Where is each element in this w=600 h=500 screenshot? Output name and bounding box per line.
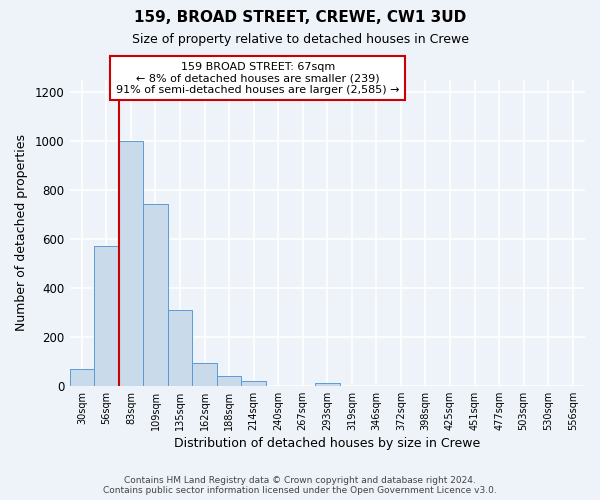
Bar xyxy=(192,362,217,386)
Text: 159, BROAD STREET, CREWE, CW1 3UD: 159, BROAD STREET, CREWE, CW1 3UD xyxy=(134,10,466,25)
Bar xyxy=(70,368,94,386)
Text: 159 BROAD STREET: 67sqm
← 8% of detached houses are smaller (239)
91% of semi-de: 159 BROAD STREET: 67sqm ← 8% of detached… xyxy=(116,62,400,95)
X-axis label: Distribution of detached houses by size in Crewe: Distribution of detached houses by size … xyxy=(174,437,481,450)
Text: Size of property relative to detached houses in Crewe: Size of property relative to detached ho… xyxy=(131,32,469,46)
Bar xyxy=(217,376,241,386)
Bar xyxy=(94,246,119,386)
Y-axis label: Number of detached properties: Number of detached properties xyxy=(15,134,28,332)
Bar xyxy=(168,310,192,386)
Bar xyxy=(241,381,266,386)
Text: Contains HM Land Registry data © Crown copyright and database right 2024.: Contains HM Land Registry data © Crown c… xyxy=(124,476,476,485)
Bar xyxy=(119,141,143,386)
Bar xyxy=(315,384,340,386)
Bar xyxy=(143,204,168,386)
Text: Contains public sector information licensed under the Open Government Licence v3: Contains public sector information licen… xyxy=(103,486,497,495)
